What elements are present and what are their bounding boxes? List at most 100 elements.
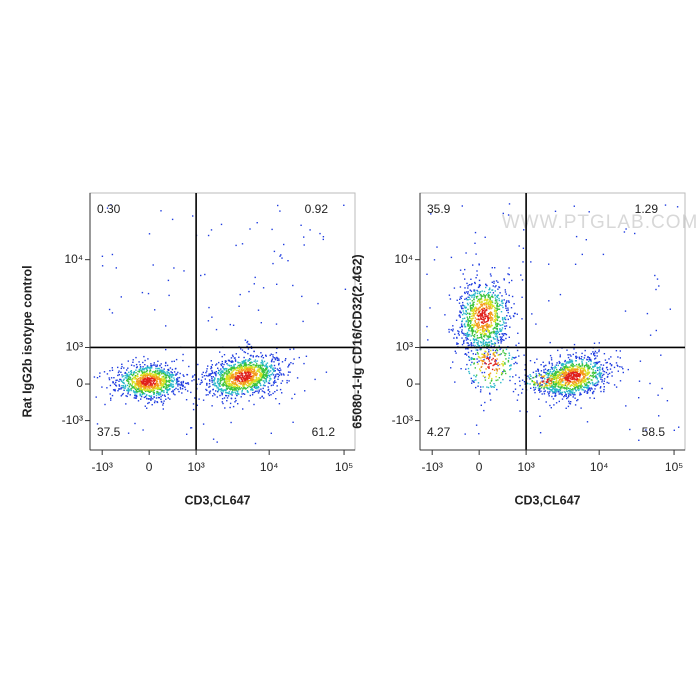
event-dot — [475, 376, 477, 378]
event-dot — [572, 382, 574, 384]
event-dot — [573, 392, 576, 394]
event-dot — [478, 337, 481, 339]
event-dot — [505, 333, 508, 336]
event-dot — [540, 384, 542, 386]
event-dot — [476, 314, 478, 316]
event-dot — [179, 388, 182, 390]
event-dot — [129, 377, 132, 379]
event-dot — [234, 397, 237, 400]
event-dot — [258, 369, 260, 371]
event-dot — [453, 337, 455, 339]
event-dot — [134, 393, 136, 396]
event-dot — [479, 294, 481, 296]
event-dot — [513, 303, 515, 305]
event-dot — [560, 375, 563, 377]
event-dot — [149, 381, 151, 383]
event-dot — [235, 376, 237, 378]
event-dot — [233, 387, 236, 389]
quadrant-percent: 1.29 — [635, 202, 659, 216]
event-dot — [605, 367, 608, 369]
event-dot — [144, 374, 146, 377]
event-dot — [585, 377, 588, 380]
event-dot — [259, 382, 261, 385]
event-dot — [589, 374, 592, 377]
event-dot — [111, 253, 114, 256]
event-dot — [166, 380, 168, 383]
event-dot — [551, 382, 553, 384]
event-dot — [252, 389, 254, 391]
event-dot — [175, 373, 177, 375]
event-dot — [576, 385, 579, 388]
event-dot — [160, 379, 162, 381]
event-dot — [227, 359, 230, 361]
event-dot — [192, 375, 194, 377]
event-dot — [491, 301, 494, 304]
event-dot — [482, 341, 484, 344]
event-dot — [485, 351, 487, 353]
event-dot — [128, 386, 131, 388]
event-dot — [474, 282, 476, 285]
event-dot — [229, 375, 231, 377]
event-dot — [535, 376, 538, 378]
event-dot — [484, 296, 486, 298]
event-dot — [482, 386, 484, 388]
event-dot — [212, 372, 214, 374]
event-dot — [543, 393, 546, 395]
event-dot — [249, 394, 251, 397]
event-dot — [174, 394, 176, 396]
event-dot — [555, 394, 557, 397]
event-dot — [466, 320, 468, 322]
event-dot — [493, 320, 495, 323]
event-dot — [260, 376, 262, 378]
event-dot — [568, 362, 571, 364]
event-dot — [154, 309, 156, 311]
event-dot — [283, 243, 285, 246]
event-dot — [281, 361, 284, 363]
event-dot — [155, 377, 157, 380]
event-dot — [480, 334, 482, 336]
event-dot — [150, 375, 152, 377]
event-dot — [473, 315, 475, 317]
event-dot — [142, 392, 144, 394]
event-dot — [266, 371, 268, 374]
x-axis-label: CD3,CL647 — [185, 493, 251, 507]
event-dot — [129, 383, 131, 385]
event-dot — [128, 378, 130, 381]
event-dot — [167, 393, 169, 396]
event-dot — [164, 377, 166, 379]
event-dot — [169, 377, 171, 379]
event-dot — [258, 378, 260, 381]
event-dot — [144, 387, 147, 389]
event-dot — [470, 308, 472, 311]
event-dot — [191, 380, 193, 382]
event-dot — [265, 355, 267, 357]
event-dot — [255, 366, 257, 368]
event-dot — [529, 360, 532, 362]
event-dot — [277, 204, 279, 207]
event-dot — [231, 371, 233, 373]
event-dot — [504, 333, 507, 335]
event-dot — [303, 236, 305, 238]
event-dot — [147, 374, 149, 376]
event-dot — [138, 390, 140, 392]
event-dot — [234, 373, 237, 375]
event-dot — [483, 356, 485, 358]
event-dot — [483, 293, 485, 296]
event-dot — [582, 359, 584, 361]
event-dot — [549, 383, 551, 385]
event-dot — [582, 379, 584, 382]
event-dot — [483, 308, 486, 310]
event-dot — [277, 378, 279, 380]
event-dot — [208, 306, 210, 309]
event-dot — [478, 286, 481, 288]
event-dot — [459, 296, 462, 298]
event-dot — [152, 385, 154, 388]
event-dot — [120, 378, 122, 381]
event-dot — [475, 318, 478, 320]
event-dot — [233, 385, 236, 387]
event-dot — [238, 372, 241, 375]
quadrant-percent: 0.92 — [305, 202, 329, 216]
event-dot — [182, 374, 184, 376]
event-dot — [148, 380, 150, 382]
event-dot — [258, 368, 261, 370]
